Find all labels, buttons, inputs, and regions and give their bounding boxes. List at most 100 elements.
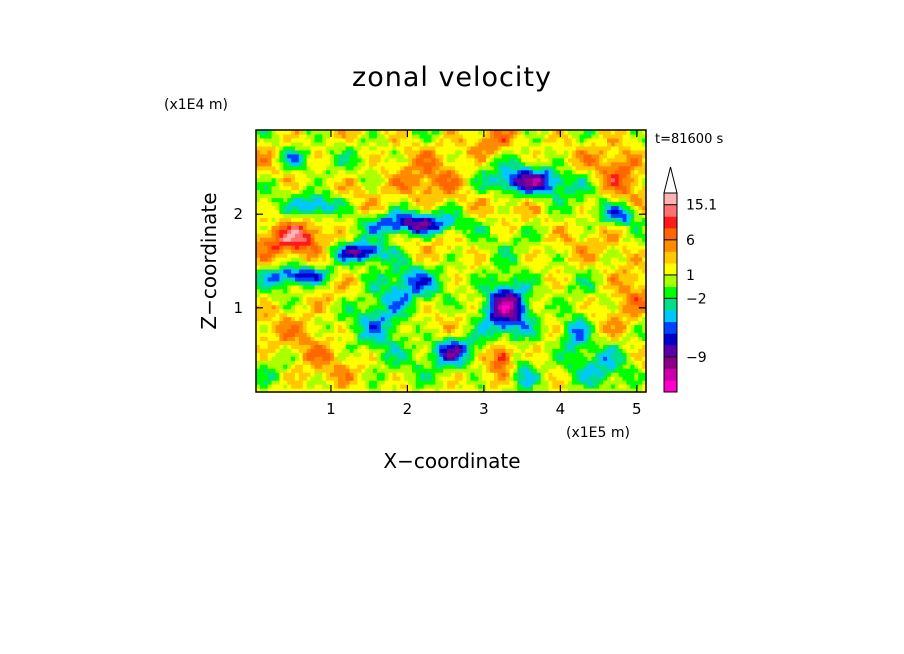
heatmap-cell: [529, 257, 534, 262]
heatmap-cell: [302, 165, 308, 171]
heatmap-cell: [474, 356, 479, 361]
heatmap-cell: [349, 225, 355, 230]
heatmap-cell: [373, 130, 378, 135]
heatmap-cell: [423, 157, 429, 163]
heatmap-cell: [544, 181, 550, 187]
heatmap-cell: [536, 304, 542, 310]
heatmap-cell: [361, 221, 366, 226]
heatmap-cell: [259, 308, 265, 314]
heatmap-cell: [283, 284, 288, 290]
heatmap-cell: [529, 300, 534, 306]
heatmap-cell: [474, 161, 479, 167]
heatmap-cell: [369, 296, 374, 302]
heatmap-cell: [540, 237, 546, 242]
heatmap-cell: [392, 141, 397, 147]
heatmap-cell: [415, 177, 421, 183]
heatmap-cell: [486, 233, 491, 238]
heatmap-cell: [357, 165, 362, 171]
heatmap-cell: [404, 157, 409, 163]
heatmap-cell: [283, 209, 288, 214]
heatmap-cell: [361, 332, 366, 338]
heatmap-cell: [314, 360, 319, 365]
heatmap-cell: [357, 364, 362, 369]
heatmap-cell: [419, 384, 425, 389]
heatmap-cell: [412, 360, 417, 365]
heatmap-cell: [505, 185, 511, 191]
heatmap-cell: [490, 304, 495, 310]
heatmap-cell: [439, 130, 444, 135]
heatmap-cell: [365, 292, 370, 298]
heatmap-cell: [279, 276, 284, 282]
heatmap-cell: [310, 209, 316, 214]
heatmap-cell: [505, 340, 511, 345]
heatmap-cell: [486, 332, 491, 338]
heatmap-cell: [412, 348, 417, 353]
heatmap-cell: [330, 316, 335, 322]
heatmap-cell: [357, 221, 362, 226]
heatmap-cell: [334, 245, 339, 250]
heatmap-cell: [267, 364, 273, 369]
heatmap-cell: [400, 264, 405, 270]
heatmap-cell: [419, 197, 425, 203]
heatmap-cell: [525, 276, 530, 282]
heatmap-cell: [373, 189, 378, 195]
heatmap-cell: [517, 268, 522, 274]
heatmap-cell: [400, 185, 405, 191]
heatmap-cell: [478, 352, 483, 357]
heatmap-cell: [513, 181, 518, 187]
heatmap-cell: [275, 130, 280, 135]
heatmap-cell: [536, 189, 542, 195]
heatmap-cell: [486, 157, 491, 163]
heatmap-cell: [529, 245, 534, 250]
heatmap-cell: [271, 288, 277, 294]
heatmap-cell: [314, 157, 319, 163]
heatmap-cell: [451, 368, 456, 373]
heatmap-cell: [412, 276, 417, 282]
heatmap-cell: [357, 344, 362, 349]
heatmap-cell: [451, 229, 456, 234]
heatmap-cell: [287, 264, 292, 270]
heatmap-cell: [330, 320, 335, 326]
heatmap-cell: [513, 257, 518, 262]
heatmap-cell: [334, 241, 339, 246]
heatmap-cell: [505, 205, 511, 210]
heatmap-cell: [404, 320, 409, 326]
heatmap-cell: [287, 161, 292, 167]
heatmap-cell: [439, 209, 444, 214]
heatmap-cell: [447, 316, 452, 322]
heatmap-cell: [400, 177, 405, 183]
heatmap-cell: [493, 209, 499, 214]
heatmap-cell: [271, 161, 277, 167]
heatmap-cell: [412, 364, 417, 369]
heatmap-cell: [373, 276, 378, 282]
heatmap-cell: [353, 221, 358, 226]
heatmap-cell: [486, 372, 491, 377]
heatmap-cell: [478, 328, 483, 334]
heatmap-cell: [291, 253, 296, 258]
heatmap-cell: [415, 153, 421, 159]
heatmap-cell: [326, 197, 331, 203]
heatmap-cell: [501, 221, 507, 226]
heatmap-cell: [334, 348, 339, 353]
heatmap-cell: [384, 153, 390, 159]
heatmap-cell: [454, 253, 460, 258]
heatmap-cell: [326, 284, 331, 290]
heatmap-cell: [439, 344, 444, 349]
heatmap-cell: [419, 320, 425, 326]
heatmap-cell: [544, 229, 550, 234]
heatmap-cell: [423, 217, 429, 222]
heatmap-cell: [497, 280, 503, 286]
heatmap-cell: [330, 340, 335, 345]
heatmap-cell: [365, 205, 370, 210]
heatmap-cell: [415, 257, 421, 262]
heatmap-cell: [259, 153, 265, 159]
heatmap-cell: [548, 268, 553, 274]
heatmap-cell: [330, 185, 335, 191]
heatmap-cell: [412, 257, 417, 262]
heatmap-cell: [279, 165, 284, 171]
heatmap-cell: [283, 169, 288, 175]
heatmap-cell: [466, 189, 472, 195]
heatmap-cell: [256, 157, 261, 163]
heatmap-cell: [295, 213, 300, 218]
heatmap-cell: [412, 264, 417, 270]
